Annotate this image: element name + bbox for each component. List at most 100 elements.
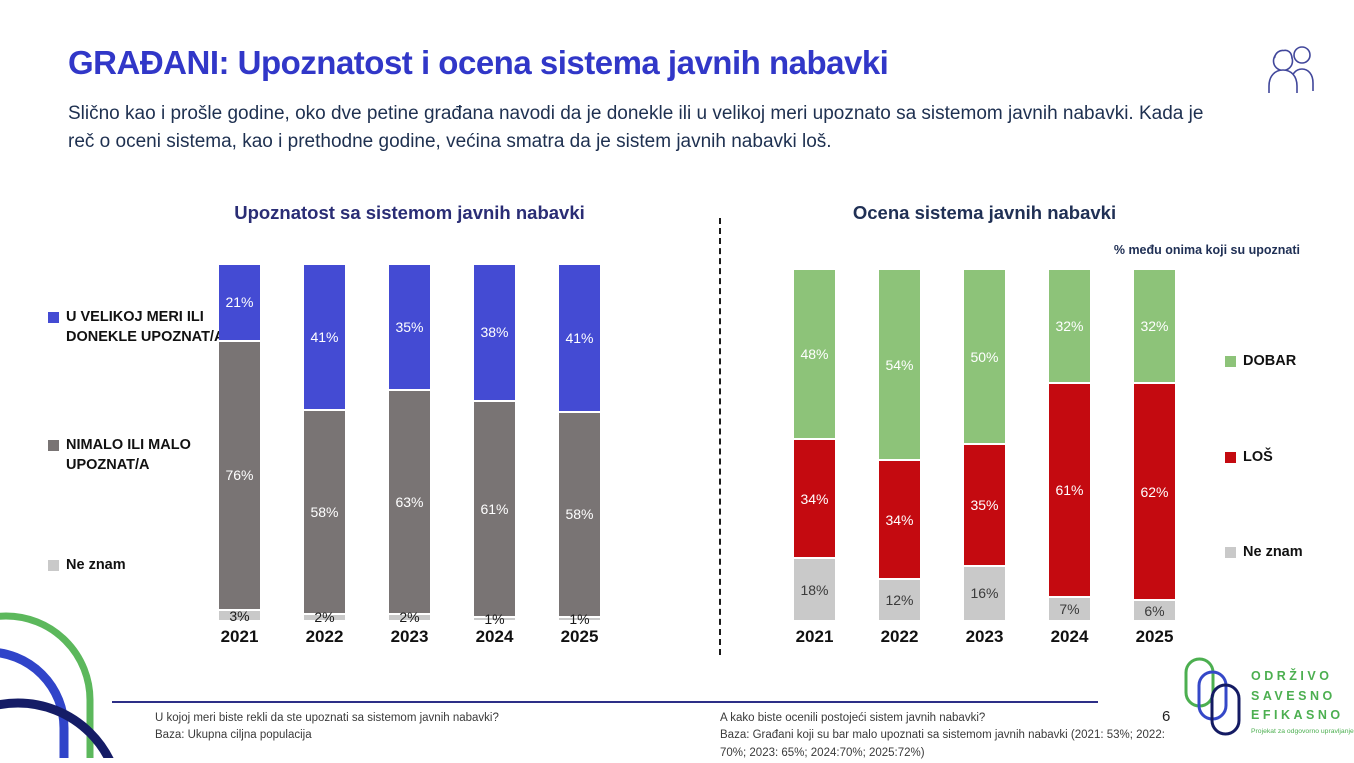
bar-segment: 61%	[474, 399, 515, 617]
chart-subtitle: % među onima koji su upoznati	[1113, 243, 1300, 257]
legend-item: U VELIKOJ MERI ILI DONEKLE UPOZNAT/A	[48, 308, 233, 347]
footer-question: U kojoj meri biste rekli da ste upoznati…	[155, 712, 499, 724]
category-label: 2022	[305, 627, 344, 646]
value-label: 32%	[1055, 318, 1084, 334]
bar-column: 54% 34% 12% 2022	[857, 270, 942, 647]
value-label: 2%	[399, 609, 420, 626]
legend-label: U VELIKOJ MERI ILI DONEKLE UPOZNAT/A	[66, 309, 225, 345]
value-label: 18%	[800, 581, 829, 598]
bar-segment: 35%	[389, 265, 430, 390]
bar-segment: 58%	[304, 409, 345, 613]
legend-item: DOBAR	[1225, 352, 1354, 372]
bar-segment: 63%	[389, 389, 430, 613]
category-label: 2021	[795, 627, 834, 646]
value-label: 50%	[970, 348, 999, 365]
page-number: 6	[1162, 708, 1171, 725]
bar-segment: 16%	[964, 564, 1005, 620]
value-label: 62%	[1140, 483, 1169, 500]
value-label: 7%	[1059, 600, 1080, 617]
value-label: 41%	[565, 329, 594, 346]
value-label: 38%	[480, 324, 509, 341]
value-label: 1%	[569, 611, 590, 628]
value-label: 48%	[800, 346, 829, 362]
value-label: 63%	[395, 494, 424, 511]
bar-segment: 62%	[1134, 382, 1175, 599]
footer-base: Baza: Građani koji su bar malo upoznati …	[720, 729, 1165, 759]
bar-column: 38% 61% 1% 2024	[452, 265, 537, 647]
legend-marker-green	[1225, 356, 1236, 367]
bar-segment: 76%	[219, 339, 260, 610]
bar-segment: 61%	[1049, 382, 1090, 596]
bar-column: 50% 35% 16% 2023	[942, 270, 1027, 647]
value-label: 58%	[565, 506, 594, 523]
logo-line: EFIKASNO	[1251, 708, 1344, 723]
bar-segment: 7%	[1049, 595, 1090, 620]
bar-segment: 18%	[794, 557, 835, 620]
value-label: 58%	[310, 504, 339, 521]
corner-arcs-decoration	[0, 588, 135, 763]
value-label: 6%	[1144, 602, 1165, 619]
legend-marker-blue	[48, 312, 59, 323]
bar-segment: 2%	[389, 609, 430, 625]
bar-column: 32% 61% 7% 2024	[1027, 270, 1112, 647]
logo-text: ODRŽIVO SAVESNO EFIKASNO Projekat za odg…	[1251, 667, 1354, 734]
footer-note-left: U kojoj meri biste rekli da ste upoznati…	[155, 710, 685, 745]
footer-divider-line	[112, 701, 1098, 703]
footer-question: A kako biste ocenili postojeći sistem ja…	[720, 712, 986, 724]
bar-segment: 12%	[879, 578, 920, 620]
category-label: 2023	[965, 627, 1004, 646]
category-label: 2024	[475, 627, 514, 646]
value-label: 35%	[970, 496, 999, 513]
value-label: 1%	[484, 611, 505, 628]
value-label: 2%	[314, 609, 335, 626]
logo-line: ODRŽIVO	[1251, 669, 1333, 684]
category-label: 2025	[560, 627, 599, 646]
bar-segment: 35%	[964, 443, 1005, 565]
bar-segment: 58%	[559, 410, 600, 617]
bar-segment: 6%	[1134, 599, 1175, 620]
legend-marker-gray	[48, 440, 59, 451]
bar-segment: 50%	[964, 270, 1005, 444]
bar-column: 32% 62% 6% 2025	[1112, 270, 1197, 647]
bar-column: 41% 58% 2% 2022	[282, 265, 367, 647]
bar-column: 48% 34% 18% 2021	[772, 270, 857, 647]
logo: ODRŽIVO SAVESNO EFIKASNO Projekat za odg…	[1183, 656, 1354, 746]
stacked-bar-plot: 21% 76% 3% 2021 41% 58% 2% 2022 35% 63% 2% 2023 38% 6…	[197, 265, 622, 647]
chart-title: Upoznatost sa sistemom javnih nabavki	[234, 202, 585, 223]
bar-column: 21% 76% 3% 2021	[197, 265, 282, 647]
stacked-bar-plot: 48% 34% 18% 2021 54% 34% 12% 2022 50% 35% 16% 2023 3…	[772, 270, 1197, 647]
bar-segment: 1%	[474, 611, 515, 627]
chart-awareness: Upoznatost sa sistemom javnih nabavki U …	[45, 200, 690, 660]
chart-title: Ocena sistema javnih nabavki	[852, 202, 1117, 223]
chart-rating: Ocena sistema javnih nabavki % među onim…	[730, 200, 1354, 660]
logo-tagline: Projekat za odgovorno upravljanje	[1251, 727, 1354, 735]
value-label: 34%	[885, 511, 914, 528]
value-label: 16%	[970, 585, 999, 602]
bar-segment: 41%	[304, 265, 345, 410]
bar-segment: 34%	[794, 438, 835, 557]
category-label: 2025	[1135, 627, 1174, 646]
bar-segment: 3%	[219, 608, 260, 624]
legend-item: Ne znam	[48, 556, 233, 576]
legend-marker-red	[1225, 452, 1236, 463]
bar-segment: 34%	[879, 459, 920, 578]
people-icon	[1262, 42, 1324, 101]
legend-item: Ne znam	[1225, 543, 1354, 563]
bar-segment: 54%	[879, 270, 920, 459]
bar-segment: 48%	[794, 270, 835, 438]
value-label: 21%	[225, 294, 254, 311]
page-title: GRAĐANI: Upoznatost i ocena sistema javn…	[68, 44, 889, 81]
value-label: 12%	[885, 592, 914, 608]
value-label: 61%	[1055, 481, 1084, 498]
bar-segment: 1%	[559, 611, 600, 627]
bar-column: 41% 58% 1% 2025	[537, 265, 622, 647]
value-label: 76%	[225, 467, 254, 484]
vertical-divider	[719, 218, 721, 655]
bar-segment: 38%	[474, 265, 515, 400]
bar-segment: 32%	[1134, 270, 1175, 382]
value-label: 35%	[395, 319, 424, 336]
value-label: 54%	[885, 356, 914, 373]
bar-segment: 21%	[219, 265, 260, 340]
logo-line: SAVESNO	[1251, 688, 1336, 703]
